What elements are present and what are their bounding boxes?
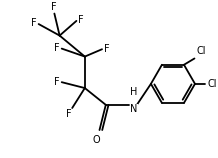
Text: O: O xyxy=(92,135,100,145)
Text: F: F xyxy=(78,15,84,25)
Text: H: H xyxy=(130,88,138,97)
Text: F: F xyxy=(31,18,37,28)
Text: F: F xyxy=(54,43,60,53)
Text: N: N xyxy=(130,104,138,114)
Text: F: F xyxy=(51,2,56,12)
Text: Cl: Cl xyxy=(197,46,206,56)
Text: Cl: Cl xyxy=(208,79,217,89)
Text: F: F xyxy=(54,77,60,87)
Text: F: F xyxy=(66,109,71,119)
Text: F: F xyxy=(104,44,109,54)
